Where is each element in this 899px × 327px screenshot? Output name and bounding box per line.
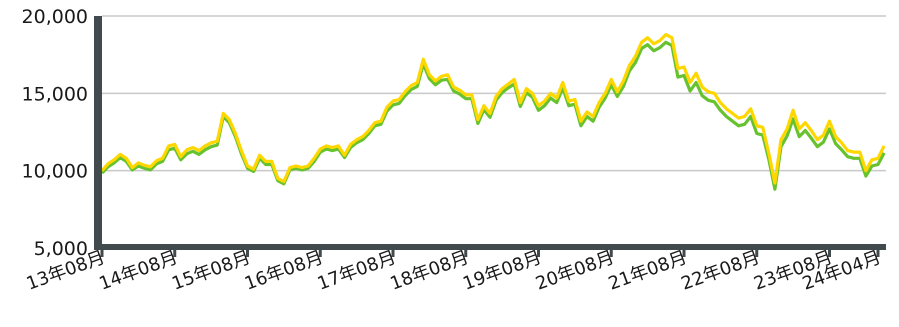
x-tick-mark (100, 250, 104, 257)
x-tick-mark (246, 250, 249, 257)
x-axis-line (94, 244, 886, 250)
x-tick-label: 20年08月 (533, 247, 617, 295)
x-tick-label: 14年08月 (96, 247, 180, 295)
x-tick-mark (609, 250, 613, 257)
y-axis-line (94, 16, 102, 249)
x-tick-label: 15年08月 (169, 247, 253, 295)
x-tick-mark (537, 250, 540, 257)
x-tick-mark (318, 250, 322, 257)
x-tick-label: 18年08月 (387, 247, 471, 295)
series-lines (100, 32, 886, 191)
y-tick-label: 10,000 (22, 161, 88, 183)
x-tick-labels: 13年08月14年08月15年08月16年08月17年08月18年08月19年0… (24, 247, 884, 295)
series-line-1 (100, 40, 886, 191)
x-tick-label: 17年08月 (315, 247, 399, 295)
gridlines (102, 15, 886, 172)
x-tick-mark (682, 250, 686, 257)
y-tick-label: 15,000 (22, 83, 88, 105)
x-tick-label: 16年08月 (242, 247, 326, 295)
y-tick-label: 20,000 (22, 6, 88, 28)
y-tick-labels: 5,000 10,000 15,000 20,000 (22, 6, 88, 260)
x-tick-label: 21年08月 (606, 247, 690, 295)
x-tick-mark (876, 250, 880, 257)
x-tick-mark (755, 250, 759, 257)
x-tick-label: 19年08月 (460, 247, 544, 295)
y-tick-label: 5,000 (34, 238, 88, 260)
x-tick-mark (828, 250, 831, 257)
x-tick-label: 22年08月 (678, 247, 762, 295)
x-tick-mark (391, 250, 395, 257)
series-line-0 (100, 32, 886, 185)
axes (94, 16, 886, 257)
x-tick-mark (464, 250, 468, 257)
x-tick-mark (173, 250, 177, 257)
